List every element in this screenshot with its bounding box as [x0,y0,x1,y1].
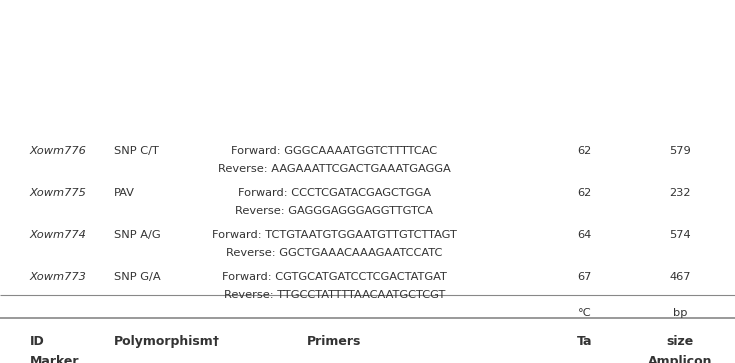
Text: Forward: TCTGTAATGTGGAATGTTGTCTTAGT: Forward: TCTGTAATGTGGAATGTTGTCTTAGT [212,230,457,240]
Text: °C: °C [578,308,591,318]
Text: 62: 62 [577,146,592,156]
Text: Xowm773: Xowm773 [29,272,86,282]
Text: Ta: Ta [576,335,592,348]
Text: SNP G/A: SNP G/A [114,272,160,282]
Text: Xowm776: Xowm776 [29,146,86,156]
Text: Forward: CCCTCGATACGAGCTGGA: Forward: CCCTCGATACGAGCTGGA [238,188,431,198]
Text: 232: 232 [669,188,691,198]
Text: Forward: GGGCAAAATGGTCTTTTCAC: Forward: GGGCAAAATGGTCTTTTCAC [232,146,437,156]
Text: Amplicon: Amplicon [648,355,712,363]
Text: Primers: Primers [307,335,362,348]
Text: Xowm775: Xowm775 [29,188,86,198]
Text: 67: 67 [577,272,592,282]
Text: Reverse: AAGAAATTCGACTGAAATGAGGA: Reverse: AAGAAATTCGACTGAAATGAGGA [218,164,451,174]
Text: bp: bp [673,308,687,318]
Text: 579: 579 [669,146,691,156]
Text: 467: 467 [669,272,691,282]
Text: Polymorphism†: Polymorphism† [114,335,220,348]
Text: Xowm774: Xowm774 [29,230,86,240]
Text: size: size [666,335,694,348]
Text: Reverse: TTGCCTATTTTAACAATGCTCGT: Reverse: TTGCCTATTTTAACAATGCTCGT [223,290,445,300]
Text: 62: 62 [577,188,592,198]
Text: ID: ID [29,335,44,348]
Text: 64: 64 [577,230,592,240]
Text: Reverse: GAGGGAGGGAGGTTGTCA: Reverse: GAGGGAGGGAGGTTGTCA [235,206,434,216]
Text: Marker: Marker [29,355,79,363]
Text: SNP A/G: SNP A/G [114,230,160,240]
Text: SNP C/T: SNP C/T [114,146,159,156]
Text: 574: 574 [669,230,691,240]
Text: PAV: PAV [114,188,135,198]
Text: Reverse: GGCTGAAACAAAGAATCCATC: Reverse: GGCTGAAACAAAGAATCCATC [226,248,442,258]
Text: Forward: CGTGCATGATCCTCGACTATGAT: Forward: CGTGCATGATCCTCGACTATGAT [222,272,447,282]
